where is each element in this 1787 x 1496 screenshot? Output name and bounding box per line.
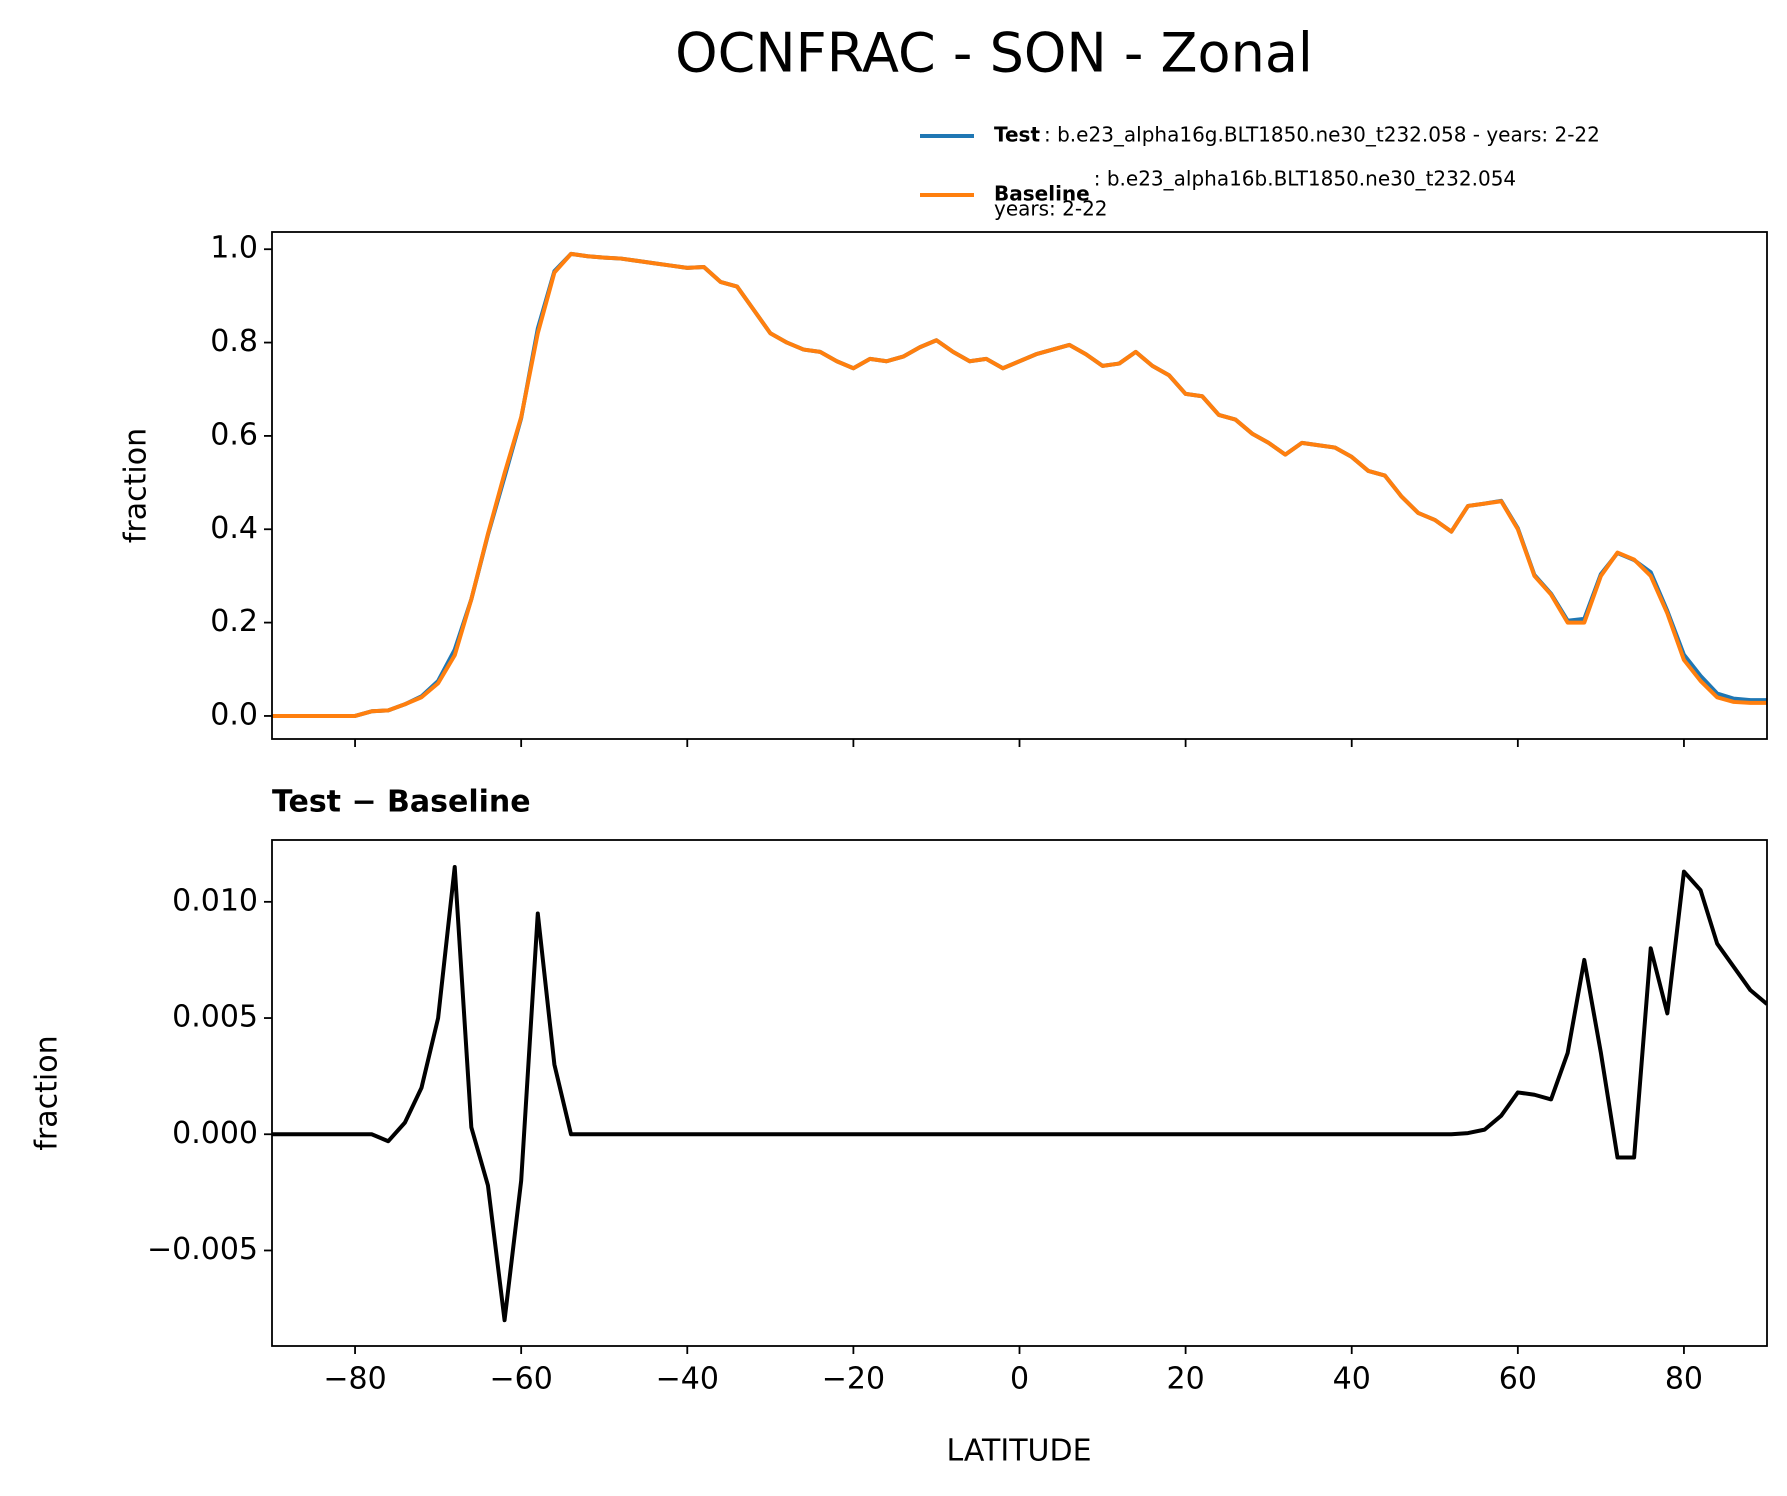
x-tick-label: 60 — [1499, 1362, 1537, 1397]
x-tick-label: −80 — [323, 1362, 386, 1397]
legend-description: : b.e23_alpha16g.BLT1850.ne30_t232.058 -… — [1044, 123, 1600, 147]
x-tick-label: −60 — [490, 1362, 553, 1397]
x-tick-label: 40 — [1333, 1362, 1371, 1397]
data-line — [272, 864, 1767, 1323]
y-tick-label: 0.4 — [210, 511, 258, 546]
axes-frame — [271, 231, 1768, 740]
y-tick-label: −0.005 — [147, 1232, 258, 1267]
y-tick-label: 0.000 — [172, 1116, 258, 1151]
plot-area — [272, 251, 1767, 718]
legend-name: Test — [994, 123, 1040, 147]
y-axis-label: fraction — [30, 1035, 65, 1150]
data-line — [272, 251, 1767, 718]
y-tick-label: 0.010 — [172, 883, 258, 918]
legend-description: : b.e23_alpha16b.BLT1850.ne30_t232.054 — [1094, 167, 1516, 191]
x-tick-label: 80 — [1665, 1362, 1703, 1397]
y-axis-label: fraction — [119, 428, 154, 543]
y-tick-label: 0.2 — [210, 604, 258, 639]
y-tick-label: 0.8 — [210, 324, 258, 359]
chart-title: OCNFRAC - SON - Zonal — [675, 22, 1313, 85]
y-tick-label: 1.0 — [210, 231, 258, 266]
legend-description: years: 2-22 — [994, 197, 1108, 221]
x-tick-label: 0 — [1010, 1362, 1029, 1397]
plot-area — [272, 864, 1767, 1323]
legend-name: Baseline — [994, 182, 1090, 206]
x-tick-label: 20 — [1167, 1362, 1205, 1397]
y-tick-label: 0.0 — [210, 697, 258, 732]
y-tick-label: 0.6 — [210, 417, 258, 452]
axes-frame — [271, 839, 1768, 1347]
y-tick-label: 0.005 — [172, 1000, 258, 1035]
subplot-title: Test − Baseline — [272, 785, 531, 820]
x-tick-label: −20 — [822, 1362, 885, 1397]
x-axis-label: LATITUDE — [946, 1434, 1091, 1469]
data-line — [272, 251, 1767, 718]
x-tick-label: −40 — [656, 1362, 719, 1397]
